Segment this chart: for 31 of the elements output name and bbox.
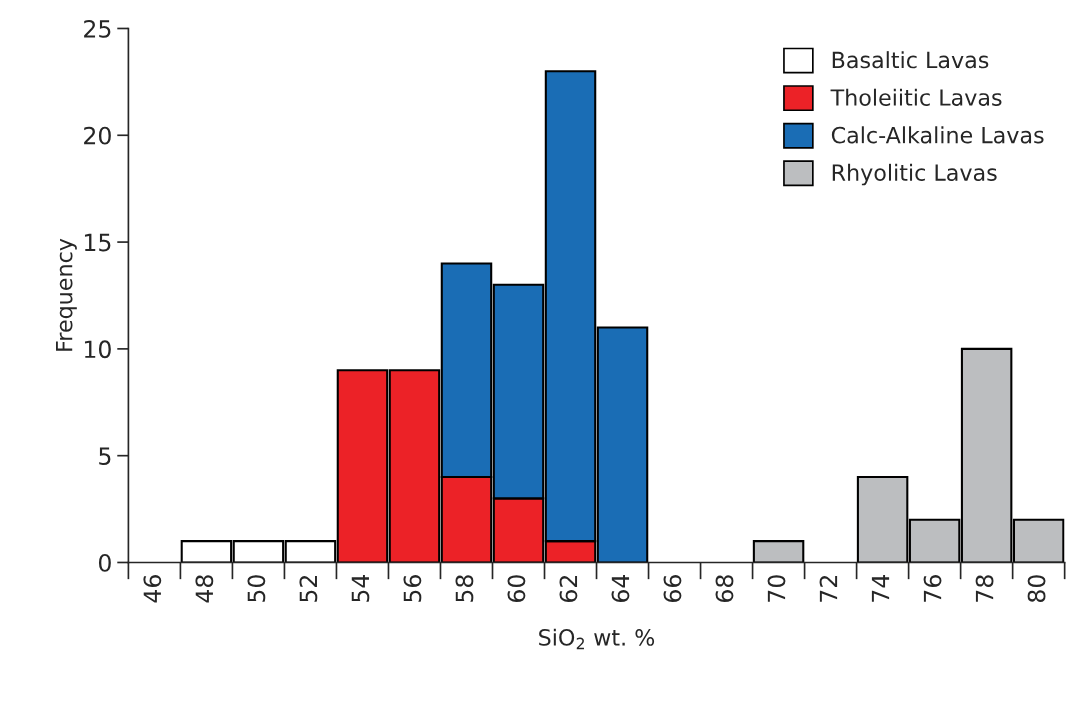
legend-label: Calc-Alkaline Lavas [831,126,1044,144]
x-tick-label: 46 [143,575,162,603]
y-tick-label: 0 [98,553,111,572]
x-tick-label: 54 [351,574,370,602]
x-tick-label: 66 [663,575,682,602]
y-tick-label: 10 [84,340,111,359]
x-tick-label: 78 [975,575,994,602]
x-tick-label: 62 [559,575,578,602]
bar [752,540,805,563]
legend-label: Basaltic Lavas [832,51,989,69]
x-tick-label: 80 [1027,575,1046,603]
y-tick-label: 25 [84,19,111,38]
x-tick-label: 60 [507,575,526,602]
x-axis-title: SiO$_{2}$ wt. % [539,628,655,650]
x-tick-label: 74 [871,574,890,602]
x-tick-label: 64 [611,574,630,602]
legend-label: Rhyolitic Lavas [832,163,997,186]
y-axis-title: Frequency [56,238,77,351]
legend-label: Tholeiitic Lavas [830,88,1002,106]
x-tick-label: 68 [715,575,734,602]
x-tick-label: 72 [819,575,838,602]
y-tick-label: 5 [99,447,111,465]
x-tick-label: 56 [403,575,422,602]
x-tick-label: 52 [299,575,318,602]
x-tick-label: 50 [247,575,266,602]
x-tick-label: 76 [923,575,942,602]
x-tick-label: 48 [195,575,214,603]
x-tick-label: 70 [767,575,786,602]
x-tick-label: 58 [455,575,474,602]
y-tick-label: 15 [84,233,111,252]
y-tick-label: 20 [84,126,111,145]
